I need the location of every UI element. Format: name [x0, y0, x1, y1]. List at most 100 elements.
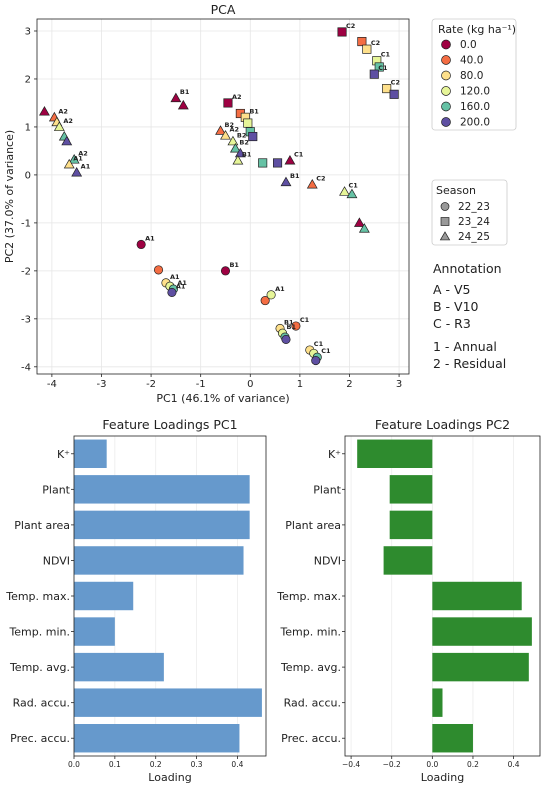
pca-point-label: B1	[290, 172, 300, 180]
annotation-line: B - V10	[433, 299, 479, 314]
pc1-loadings-chart: Feature Loadings PC1 Loading 0.0 0.1 0.2 0.…	[5, 417, 267, 784]
pca-point-label: A1	[81, 163, 91, 171]
season-legend-marker	[440, 202, 450, 211]
pca-x-tick-label: -3	[96, 379, 106, 390]
pca-data-point	[232, 154, 244, 165]
pca-data-point	[63, 158, 75, 169]
pca-plot-frame	[36, 18, 410, 375]
pca-data-point	[248, 131, 258, 142]
pca-point-label: C1	[300, 316, 310, 324]
pc1-bar	[74, 510, 250, 540]
pca-y-axis-label: PC2 (37.0% of variance)	[3, 130, 16, 263]
pca-data-point	[337, 27, 347, 37]
pca-x-tick-label: 1	[297, 379, 303, 390]
pca-point-label: A2	[232, 93, 242, 101]
pca-point-label: A2	[58, 107, 68, 115]
pc2-title: Feature Loadings PC2	[375, 417, 510, 432]
pca-point-label: B2	[225, 121, 234, 129]
pc1-category-label: Temp. min.	[8, 626, 70, 639]
pca-point-label: C2	[391, 79, 400, 87]
pc1-x-tick-label: 0.0	[68, 760, 80, 769]
rate-legend-label: 40.0	[460, 55, 483, 67]
pc2-bar	[432, 688, 443, 717]
pc1-x-axis-label: Loading	[148, 771, 191, 784]
pca-point-label: B2	[237, 131, 246, 139]
pca-title: PCA	[211, 2, 236, 17]
pc1-title: Feature Loadings PC1	[102, 417, 237, 432]
pca-point-label: A2	[78, 150, 88, 158]
rate-legend: Rate (kg ha⁻¹) 0.0 40.0 80.0 120.0 160.0 200.…	[431, 18, 517, 131]
pca-data-point	[291, 321, 301, 331]
pca-data-point	[234, 147, 246, 158]
pc2-bar	[432, 652, 529, 682]
pca-grid	[37, 19, 409, 374]
pc2-category-label: Prec. accu.	[281, 732, 341, 745]
pca-data-point	[220, 130, 231, 140]
rate-legend-swatch	[441, 86, 451, 96]
pca-data-point	[136, 239, 146, 250]
pc1-x-tick-label: 0.4	[231, 760, 243, 769]
pca-data-point	[258, 158, 268, 168]
pca-data-point	[382, 84, 392, 94]
pca-x-tick-label: -4	[47, 379, 57, 390]
pc1-category-label: Prec. accu.	[10, 732, 70, 745]
pc2-x-axis-label: Loading	[421, 771, 464, 784]
pc1-bar	[74, 475, 250, 504]
pca-data-point	[223, 98, 233, 108]
pc2-bar	[432, 581, 522, 611]
season-legend: Season 22_23 23_24 24_25	[431, 179, 508, 246]
pc1-x-tick-label: 0.2	[150, 760, 162, 769]
pca-point-label: B1	[242, 151, 252, 159]
annotation-line: 2 - Residual	[433, 356, 506, 371]
pc2-bar	[389, 475, 433, 504]
pca-x-tick-label: -2	[146, 379, 156, 390]
pca-point-label: C1	[378, 64, 388, 72]
pc1-category-label: K⁺	[57, 448, 70, 461]
pca-point-label: B1	[249, 107, 259, 115]
pc2-x-tick-label: −0.2	[383, 760, 401, 769]
pca-x-tick-label: 0	[247, 379, 253, 390]
pca-data-point	[53, 121, 65, 131]
pca-data-point	[273, 158, 283, 168]
pca-data-point	[39, 106, 50, 116]
pca-x-tick-label: 2	[346, 379, 352, 390]
season-legend-title: Season	[436, 184, 476, 197]
pca-ticks: -4 -3 -2 -1 0 1 2 3 -4 -3 -2 -1 0 1 2 3	[21, 26, 402, 390]
pca-data-point	[339, 186, 350, 196]
pc1-bar	[74, 617, 115, 646]
pca-data-point	[170, 92, 182, 103]
pc2-bar	[389, 510, 433, 540]
season-legend-marker	[440, 217, 450, 226]
pc2-category-label: K⁺	[328, 448, 341, 461]
pca-point-label: B1	[284, 318, 294, 326]
pca-data-point	[229, 142, 241, 153]
pc2-category-label: Temp. avg.	[280, 661, 341, 674]
pc1-x-tick-label: 0.3	[191, 760, 203, 769]
pca-data-point	[243, 118, 253, 128]
annotation-line: C - R3	[433, 316, 471, 331]
annotation-line: 1 - Annual	[433, 339, 497, 354]
pca-point-label: C1	[314, 340, 324, 348]
pc2-x-tick-label: 0.2	[467, 760, 479, 769]
pc1-category-label: NDVI	[43, 554, 70, 567]
pca-point-label: C2	[316, 175, 325, 183]
pca-data-point	[227, 135, 239, 146]
pca-data-point	[358, 223, 370, 233]
season-legend-label: 23_24	[458, 216, 490, 228]
pc2-bar	[383, 546, 433, 575]
season-legend-label: 24_25	[458, 231, 490, 243]
rate-legend-swatch	[441, 101, 451, 112]
pc1-bar	[74, 439, 107, 468]
pca-point-label: A2	[229, 126, 239, 134]
pc2-category-label: Plant	[313, 483, 341, 496]
pca-y-tick-label: 0	[25, 170, 31, 181]
pca-point-label: B2	[239, 139, 248, 147]
pc2-x-tick-label: −0.4	[342, 760, 360, 769]
pc1-x-tick-label: 0.1	[109, 760, 121, 769]
pca-chart: PCA PC1 (46.1% of variance) PC2 (37.0% o…	[3, 2, 410, 405]
pca-data-point	[177, 99, 189, 110]
pca-data-point	[215, 125, 226, 135]
pc1-category-label: Rad. accu.	[13, 697, 70, 710]
pca-point-labels: A1A1A1A1B1A1C1B1B1C1C1A2B1C2C2C1C1C2A2A2…	[58, 22, 400, 355]
